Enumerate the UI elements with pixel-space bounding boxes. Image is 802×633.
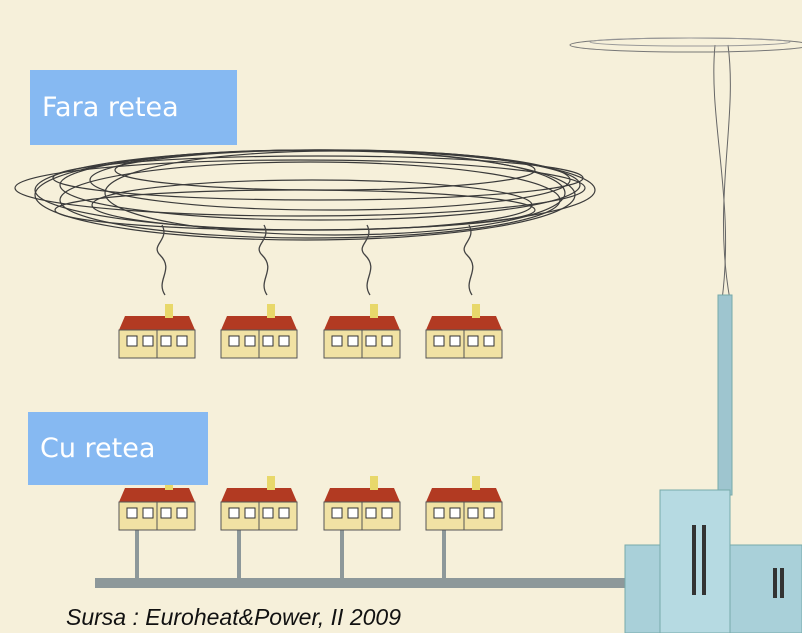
source-caption: Sursa : Euroheat&Power, II 2009 <box>66 604 401 631</box>
label-without-network: Fara retea <box>30 70 237 145</box>
page: Fara retea Cu retea Sursa : Euroheat&Pow… <box>0 0 802 633</box>
heat-network <box>95 530 635 588</box>
power-plant <box>570 38 802 633</box>
smoke-cloud <box>15 150 595 240</box>
label-with-network: Cu retea <box>28 412 208 485</box>
houses-without-network <box>119 304 502 358</box>
